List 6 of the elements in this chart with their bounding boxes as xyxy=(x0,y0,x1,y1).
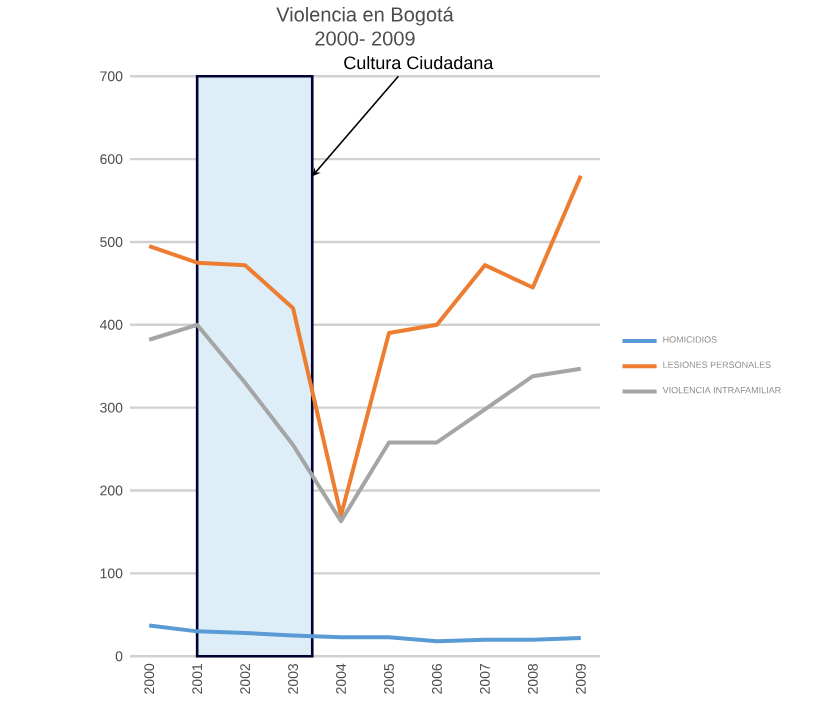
band-label: Cultura Ciudadana xyxy=(344,55,494,70)
line-series xyxy=(147,173,583,518)
line-series xyxy=(147,623,583,644)
line-series xyxy=(147,322,583,524)
chart-title: Violencia en Bogotá xyxy=(276,6,454,26)
chart-subtitle: 2000- 2009 xyxy=(315,31,415,46)
